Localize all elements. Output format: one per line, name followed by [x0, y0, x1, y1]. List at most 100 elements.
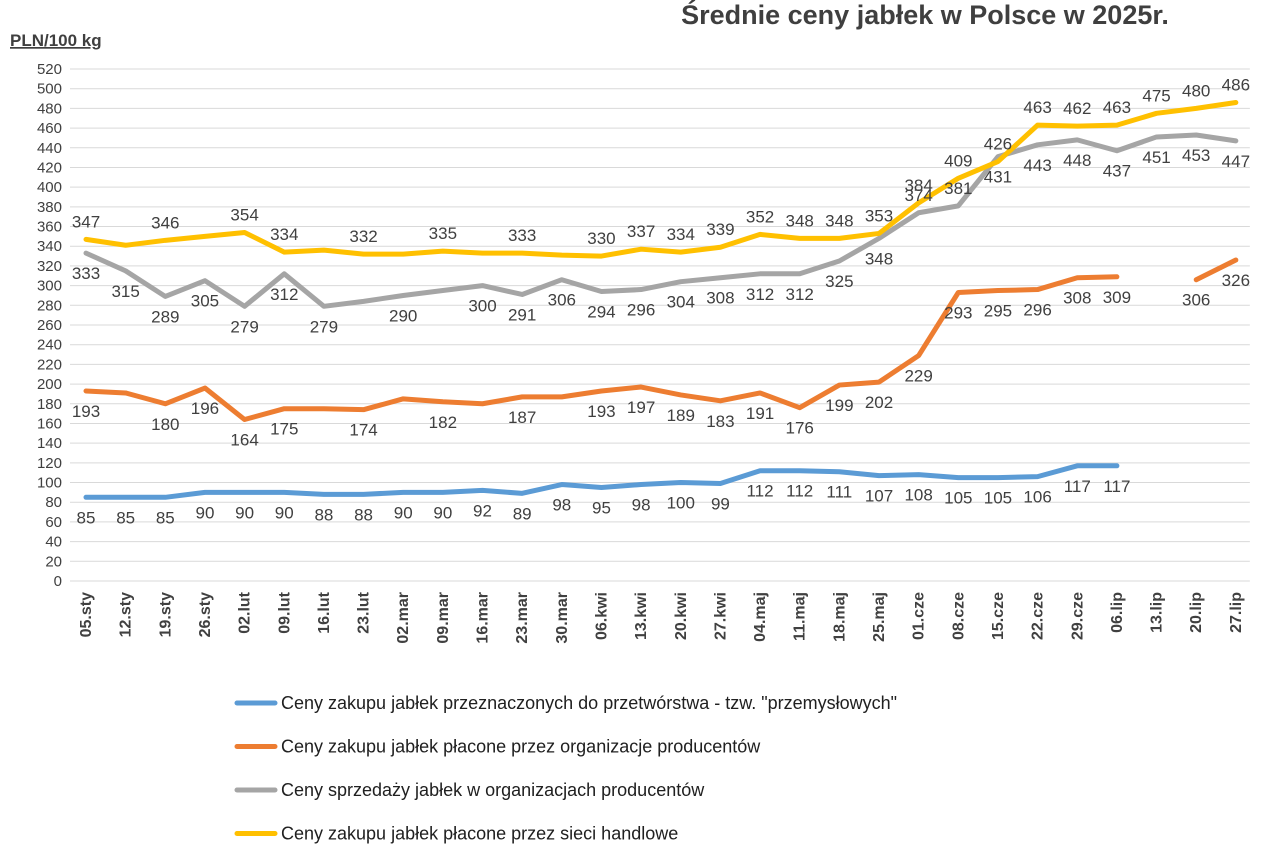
y-tick-label: 500 [37, 81, 62, 98]
data-label: 486 [1222, 75, 1250, 94]
x-tick-label: 22.cze [1030, 592, 1047, 640]
x-tick-label: 20.kwi [673, 592, 690, 640]
data-label: 193 [587, 402, 615, 421]
y-tick-label: 300 [37, 278, 62, 295]
x-tick-label: 06.kwi [593, 592, 610, 640]
y-tick-label: 360 [37, 219, 62, 236]
series-line-3 [83, 132, 1239, 309]
data-label: 183 [706, 412, 734, 431]
series-line-4 [83, 99, 1239, 259]
x-tick-label: 19.sty [157, 592, 174, 637]
chart-title: Średnie ceny jabłek w Polsce w 2025r. [681, 0, 1169, 30]
data-label: 475 [1142, 86, 1170, 105]
series-line-2 [83, 274, 1120, 423]
data-label: 381 [944, 179, 972, 198]
x-tick-label: 08.cze [950, 592, 967, 640]
data-label: 306 [548, 291, 576, 310]
data-label: 175 [270, 420, 298, 439]
data-label: 90 [433, 503, 452, 522]
data-label: 353 [865, 206, 893, 225]
y-tick-label: 260 [37, 317, 62, 334]
y-tick-label: 520 [37, 61, 62, 78]
data-label: 335 [429, 224, 457, 243]
data-label: 304 [667, 293, 695, 312]
legend-entry: Ceny sprzedaży jabłek w organizacjach pr… [281, 780, 705, 800]
y-tick-label: 340 [37, 238, 62, 255]
y-tick-label: 420 [37, 159, 62, 176]
data-label: 333 [508, 226, 536, 245]
data-label: 463 [1023, 98, 1051, 117]
data-label: 88 [354, 505, 373, 524]
data-label: 117 [1103, 477, 1130, 496]
x-tick-label: 18.maj [831, 592, 848, 642]
data-label: 199 [825, 396, 853, 415]
x-tick-label: 05.sty [78, 592, 95, 637]
x-tick-label: 01.cze [911, 592, 928, 640]
data-label: 451 [1142, 148, 1170, 167]
y-tick-label: 200 [37, 376, 62, 393]
data-label: 108 [904, 486, 932, 505]
data-label: 191 [746, 404, 774, 423]
data-label: 90 [394, 503, 413, 522]
series-line-2 [1193, 257, 1239, 283]
y-tick-label: 0 [54, 573, 62, 590]
data-label: 480 [1182, 81, 1210, 100]
y-tick-label: 320 [37, 258, 62, 275]
data-label: 308 [1063, 289, 1091, 308]
x-tick-label: 09.mar [435, 592, 452, 644]
data-label: 462 [1063, 99, 1091, 118]
data-label: 333 [72, 264, 100, 283]
legend-entry: Ceny zakupu jabłek płacone przez organiz… [281, 737, 761, 757]
series-lines [83, 99, 1239, 500]
data-label: 453 [1182, 146, 1210, 165]
data-label: 187 [508, 408, 536, 427]
x-tick-label: 09.lut [276, 591, 293, 633]
data-label: 176 [786, 419, 814, 438]
y-tick-label: 20 [45, 553, 62, 570]
data-label: 174 [349, 421, 377, 440]
x-tick-label: 15.cze [990, 592, 1007, 640]
data-label: 85 [156, 508, 175, 527]
x-tick-label: 30.mar [554, 592, 571, 644]
data-label: 354 [230, 205, 258, 224]
x-tick-label: 02.mar [395, 592, 412, 644]
data-label: 85 [77, 508, 96, 527]
data-label: 463 [1103, 98, 1131, 117]
data-label: 384 [904, 176, 932, 195]
data-label: 437 [1103, 162, 1131, 181]
data-label: 346 [151, 213, 179, 232]
data-label: 85 [116, 508, 135, 527]
x-tick-label: 11.maj [792, 592, 809, 641]
y-tick-label: 380 [37, 199, 62, 216]
data-label: 426 [984, 135, 1012, 154]
data-label: 325 [825, 272, 853, 291]
data-label: 294 [587, 303, 615, 322]
data-label: 332 [349, 227, 377, 246]
data-label: 279 [230, 317, 258, 336]
data-label: 339 [706, 220, 734, 239]
x-tick-label: 13.kwi [633, 592, 650, 640]
data-label: 229 [904, 367, 932, 386]
data-label: 309 [1103, 288, 1131, 307]
data-label: 448 [1063, 151, 1091, 170]
data-label: 182 [429, 413, 457, 432]
data-label: 296 [1023, 301, 1051, 320]
data-label: 180 [151, 415, 179, 434]
data-label: 90 [235, 503, 254, 522]
data-label: 107 [865, 487, 893, 506]
y-axis-ticks: 0 20 40 60 80 100 120 140 160 180 200 220 240 260 280 3… [37, 61, 62, 590]
data-label: 330 [587, 229, 615, 248]
x-tick-label: 02.lut [237, 591, 254, 633]
data-label: 312 [746, 285, 774, 304]
data-label: 326 [1222, 271, 1250, 290]
gridlines [70, 68, 1250, 582]
y-tick-label: 40 [45, 534, 62, 551]
data-label: 202 [865, 393, 893, 412]
x-tick-label: 16.lut [316, 591, 333, 633]
data-label: 334 [270, 225, 298, 244]
x-tick-label: 04.maj [752, 592, 769, 642]
data-label: 164 [230, 431, 258, 450]
y-tick-label: 240 [37, 337, 62, 354]
data-label: 98 [632, 496, 651, 515]
y-tick-label: 60 [45, 514, 62, 531]
